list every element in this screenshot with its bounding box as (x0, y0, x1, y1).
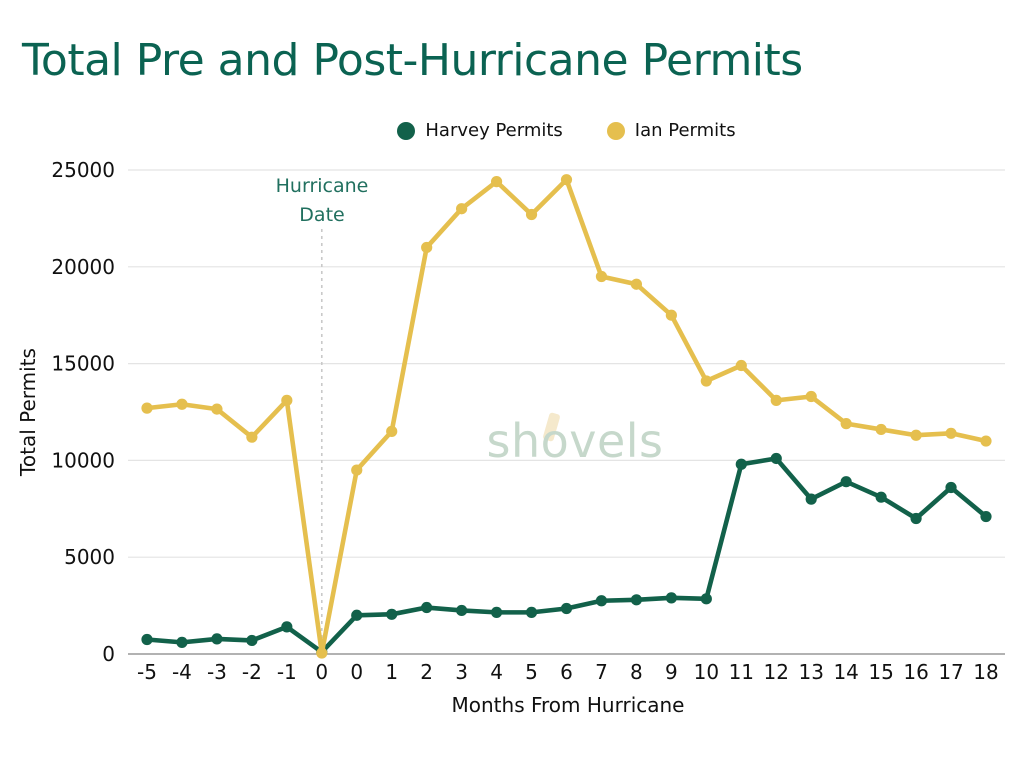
data-point-ian (665, 309, 677, 321)
x-tick-label: 15 (868, 660, 893, 684)
x-tick-label: -3 (207, 660, 227, 684)
harvey-series-dot-icon (397, 121, 416, 140)
x-axis-title: Months From Hurricane (451, 693, 685, 717)
y-tick-label: 10000 (51, 448, 115, 472)
data-point-harvey (875, 491, 887, 503)
data-point-ian (421, 241, 433, 254)
legend-item-harvey[interactable]: Harvey Permits (397, 120, 563, 141)
data-point-harvey (595, 595, 608, 607)
data-point-ian (176, 398, 188, 410)
x-tick-label: 5 (525, 660, 538, 684)
data-point-ian (490, 176, 503, 188)
data-point-harvey (910, 512, 922, 525)
page-title: Total Pre and Post-Hurricane Permits (22, 35, 803, 86)
data-point-ian (386, 425, 398, 437)
data-point-ian (735, 359, 747, 372)
data-point-harvey (246, 634, 258, 647)
data-point-harvey (525, 606, 538, 618)
x-tick-label: 3 (455, 660, 468, 684)
legend-item-ian[interactable]: Ian Permits (606, 120, 736, 141)
data-point-harvey (281, 621, 293, 633)
data-point-harvey (630, 594, 643, 606)
x-tick-label: 0 (350, 660, 363, 684)
data-point-ian (805, 390, 817, 403)
x-tick-label: -2 (242, 660, 262, 684)
data-point-harvey (665, 592, 677, 604)
data-point-ian (351, 464, 363, 476)
annotation-line-1: Hurricane (275, 175, 369, 197)
x-tick-label: 17 (938, 660, 963, 684)
y-tick-label: 25000 (51, 158, 115, 182)
y-tick-label: 15000 (51, 352, 115, 376)
data-point-ian (595, 270, 608, 283)
series-line-harvey (144, 456, 989, 655)
data-point-harvey (141, 633, 153, 646)
x-tick-label: -4 (172, 660, 192, 684)
data-point-ian (141, 402, 153, 414)
data-point-harvey (351, 609, 363, 621)
data-point-harvey (560, 602, 573, 615)
annotation-line-2: Date (299, 204, 345, 227)
ian-series-dot-icon (606, 121, 625, 140)
watermark-logo: shovels (486, 414, 664, 468)
data-point-ian (700, 375, 712, 387)
data-point-ian (910, 429, 922, 441)
y-tick-label: 5000 (64, 545, 115, 569)
data-point-harvey (945, 481, 957, 494)
x-tick-label: 13 (798, 660, 823, 684)
data-point-ian (630, 278, 643, 290)
data-point-ian (770, 394, 782, 406)
x-tick-label: 11 (729, 660, 754, 684)
data-point-harvey (421, 601, 433, 614)
x-tick-label: -1 (277, 660, 297, 684)
data-point-harvey (980, 510, 992, 523)
x-tick-label: 7 (595, 660, 608, 684)
x-tick-label: 4 (490, 660, 503, 684)
data-point-ian (945, 427, 957, 439)
x-tick-label: 9 (665, 660, 678, 684)
data-point-ian (211, 403, 223, 415)
x-tick-label: 16 (903, 660, 928, 684)
x-tick-label: 14 (833, 660, 858, 684)
y-tick-label: 0 (102, 642, 115, 666)
data-point-harvey (840, 476, 852, 488)
legend-label-ian: Ian Permits (634, 120, 736, 141)
data-point-harvey (735, 458, 747, 470)
data-point-harvey (176, 636, 188, 648)
legend: Harvey Permits Ian Permits (128, 120, 1005, 141)
x-tick-label: 10 (694, 660, 719, 684)
data-point-harvey (211, 633, 223, 645)
legend-label-harvey: Harvey Permits (425, 120, 563, 141)
data-point-ian (456, 203, 468, 215)
data-point-harvey (456, 604, 468, 617)
x-tick-label: 18 (973, 660, 998, 684)
data-point-ian (281, 394, 293, 406)
data-point-ian (246, 431, 258, 443)
x-tick-label: 6 (560, 660, 573, 684)
data-point-ian (525, 208, 538, 221)
x-tick-label: 8 (630, 660, 643, 684)
x-tick-label: -5 (137, 660, 157, 684)
x-tick-label: 0 (315, 660, 328, 684)
data-point-ian (560, 174, 573, 186)
data-point-harvey (770, 452, 782, 465)
data-point-harvey (386, 608, 398, 620)
data-point-ian (875, 423, 887, 436)
data-point-ian (840, 418, 852, 430)
data-point-harvey (805, 493, 817, 505)
x-tick-label: 1 (385, 660, 398, 684)
data-point-ian (316, 647, 328, 659)
y-tick-label: 20000 (51, 255, 115, 279)
x-tick-label: 12 (764, 660, 789, 684)
series-line-ian (144, 177, 989, 656)
x-tick-label: 2 (420, 660, 433, 684)
data-point-harvey (490, 606, 503, 618)
data-point-harvey (700, 593, 712, 605)
data-point-ian (980, 435, 992, 447)
